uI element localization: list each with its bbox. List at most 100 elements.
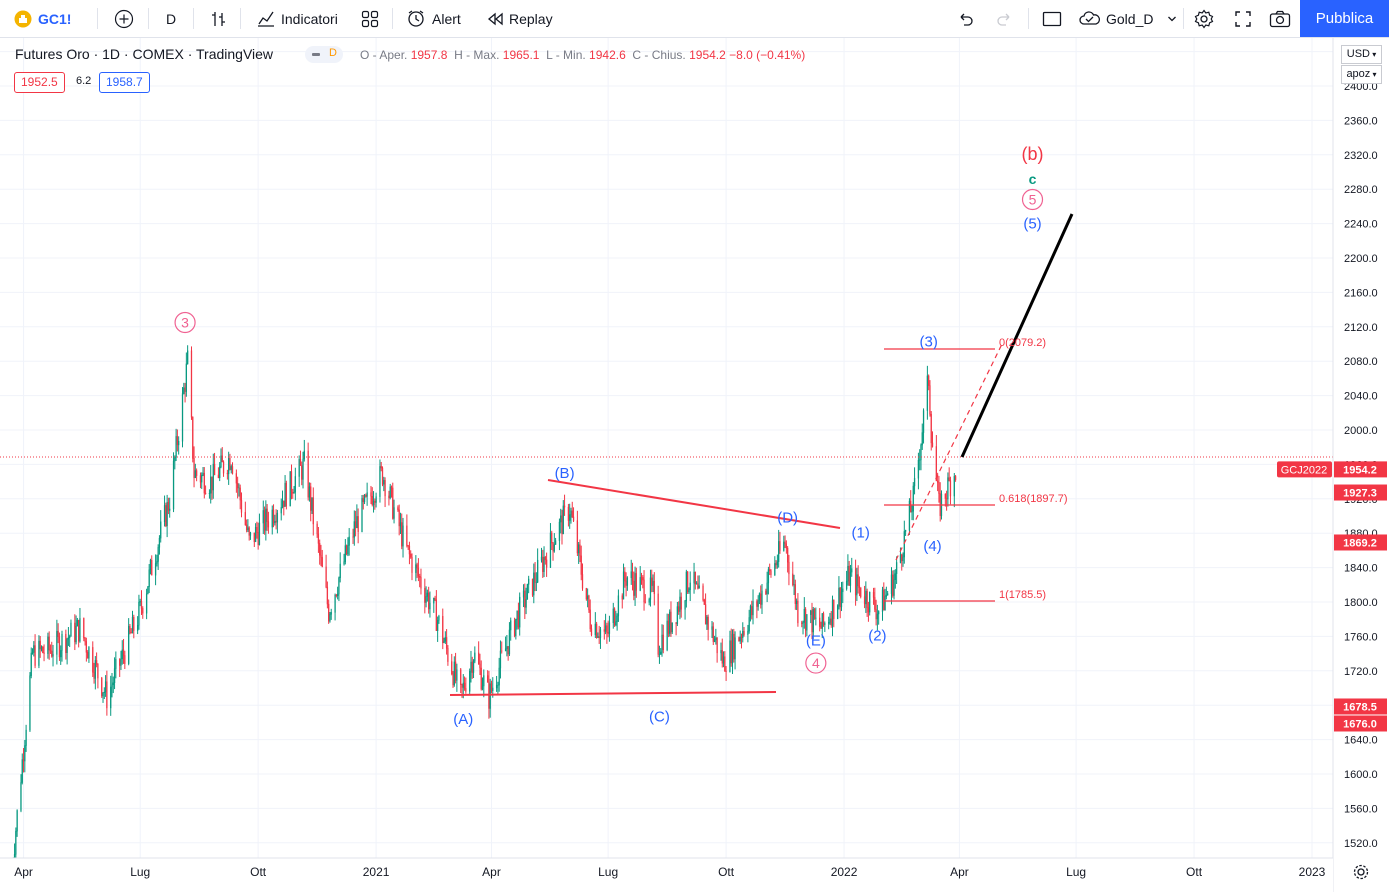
wave-label[interactable]: (B) bbox=[555, 465, 575, 482]
price-tag[interactable] bbox=[1334, 715, 1387, 732]
wave-label[interactable]: (C) bbox=[649, 708, 670, 725]
wave-label-circle[interactable] bbox=[174, 311, 196, 334]
gear-icon[interactable] bbox=[1353, 864, 1369, 880]
price-tick-label: 2000.0 bbox=[1344, 425, 1378, 437]
wave-label[interactable]: (2) bbox=[868, 628, 886, 645]
undo-icon bbox=[957, 10, 975, 28]
publish-button[interactable]: Pubblica bbox=[1300, 0, 1389, 37]
time-tick-label: Lug bbox=[598, 865, 618, 879]
wave-label[interactable]: (5) bbox=[1023, 216, 1041, 233]
camera-icon bbox=[1269, 10, 1291, 28]
symbol-tag[interactable] bbox=[1277, 461, 1332, 478]
price-tag-label: 1927.3 bbox=[1343, 488, 1377, 500]
high-label: H - Max. bbox=[454, 48, 500, 62]
sell-price-box[interactable]: 1952.5 bbox=[14, 72, 65, 93]
snapshot-button[interactable] bbox=[1269, 0, 1291, 37]
time-tick-label: Apr bbox=[482, 865, 501, 879]
wave-label-circle[interactable] bbox=[805, 652, 827, 674]
symbol-tag-label: GCJ2022 bbox=[1281, 464, 1327, 476]
chart-legend-title[interactable]: Futures Oro · 1D · COMEX · TradingView bbox=[15, 46, 274, 62]
layout-icon bbox=[1042, 9, 1062, 29]
wave-label[interactable]: c bbox=[1029, 171, 1037, 187]
price-tag-label: 1869.2 bbox=[1343, 537, 1377, 549]
scale-mode-select[interactable]: apoz ▾ bbox=[1341, 65, 1382, 84]
price-tick-label: 2120.0 bbox=[1344, 322, 1378, 334]
price-tag[interactable] bbox=[1334, 484, 1387, 501]
wave-label[interactable]: 4 bbox=[812, 655, 820, 671]
low-label: L - Min. bbox=[546, 48, 586, 62]
redo-button[interactable] bbox=[995, 0, 1013, 37]
price-tick-label: 2360.0 bbox=[1344, 115, 1378, 127]
alert-button[interactable]: Alert bbox=[406, 0, 461, 37]
undo-button[interactable] bbox=[957, 0, 975, 37]
replay-button[interactable]: Replay bbox=[486, 0, 553, 37]
plot-background[interactable] bbox=[0, 38, 1333, 858]
compare-button[interactable] bbox=[114, 0, 134, 37]
divider bbox=[193, 8, 194, 29]
fib-label[interactable]: 1(1785.5) bbox=[999, 589, 1046, 601]
wave-label[interactable]: (4) bbox=[923, 538, 941, 555]
settings-button[interactable] bbox=[1194, 0, 1214, 37]
price-tag[interactable] bbox=[1334, 461, 1387, 478]
scale-mode-label: apoz bbox=[1346, 68, 1371, 80]
price-tag[interactable] bbox=[1334, 698, 1387, 715]
currency-label: USD bbox=[1346, 48, 1370, 60]
indicators-button[interactable]: Indicatori bbox=[256, 0, 338, 37]
price-tick-label: 1720.0 bbox=[1344, 666, 1378, 678]
divider bbox=[148, 8, 149, 29]
time-tick-label: 2021 bbox=[363, 865, 390, 879]
price-tick-label: 2040.0 bbox=[1344, 391, 1378, 403]
time-tick-label: Ott bbox=[250, 865, 267, 879]
price-tick-label: 1800.0 bbox=[1344, 597, 1378, 609]
chevron-down-icon bbox=[1167, 14, 1177, 24]
price-tick-label: 1600.0 bbox=[1344, 769, 1378, 781]
layout-name-button[interactable]: Gold_D bbox=[1078, 0, 1177, 37]
divider bbox=[97, 8, 98, 29]
currency-select[interactable]: USD ▾ bbox=[1341, 45, 1382, 64]
price-tag-label: 1678.5 bbox=[1343, 701, 1377, 713]
fib-label[interactable]: 0.618(1897.7) bbox=[999, 493, 1068, 505]
indicators-label: Indicatori bbox=[281, 10, 338, 27]
wave-label-circle[interactable] bbox=[1021, 188, 1044, 211]
wave-label[interactable]: (A) bbox=[453, 711, 473, 728]
chart-grid bbox=[0, 38, 1333, 858]
chevron-down-icon: ▾ bbox=[1369, 50, 1377, 59]
legend-badge[interactable]: D bbox=[305, 46, 343, 63]
gear-icon-teeth bbox=[1353, 864, 1369, 880]
buy-price-box[interactable]: 1958.7 bbox=[99, 72, 150, 93]
price-tag[interactable] bbox=[1334, 534, 1387, 551]
fullscreen-button[interactable] bbox=[1234, 0, 1252, 37]
wave-label[interactable]: (3) bbox=[919, 333, 937, 350]
templates-button[interactable] bbox=[361, 0, 379, 37]
fib-trend-dashed[interactable] bbox=[895, 341, 1004, 561]
chart-canvas[interactable]: 0(2079.2) 0.618(1897.7) 1(1785.5) (A) (B) (C… bbox=[0, 38, 1389, 892]
wave-label[interactable]: (E) bbox=[806, 633, 826, 650]
wave-labels: (A) (B) (C) (D) (E) (1) (2) (3) (4) (5) 3 4 5 c (b) bbox=[174, 144, 1044, 728]
templates-icon bbox=[361, 10, 379, 28]
symbol-search-button[interactable]: GC1! bbox=[14, 0, 71, 37]
time-tick-label: Apr bbox=[950, 865, 969, 879]
open-label: O - Aper. bbox=[360, 48, 408, 62]
symbol-label: GC1! bbox=[38, 10, 72, 27]
price-tick-label: 2400.0 bbox=[1344, 81, 1378, 93]
chart-style-button[interactable] bbox=[210, 0, 228, 37]
wave-label[interactable]: (b) bbox=[1022, 144, 1044, 164]
redo-icon bbox=[995, 10, 1013, 28]
price-tag-label: 1954.2 bbox=[1343, 464, 1377, 476]
wave-label[interactable]: (D) bbox=[777, 510, 798, 527]
projection-arrow-line[interactable] bbox=[960, 213, 1074, 458]
layout-button[interactable] bbox=[1042, 0, 1062, 37]
triangle-lower-trendline[interactable] bbox=[449, 691, 777, 696]
triangle-upper-trendline[interactable] bbox=[547, 479, 841, 529]
time-axis-background[interactable] bbox=[0, 858, 1333, 892]
wave-label[interactable]: 3 bbox=[181, 315, 189, 331]
ohlc-readout: O - Aper. 1957.8 H - Max. 1965.1 L - Min… bbox=[360, 48, 805, 62]
wave-label[interactable]: (1) bbox=[852, 524, 870, 541]
close-value: 1954.2 bbox=[689, 48, 726, 62]
interval-button[interactable]: D bbox=[166, 0, 176, 37]
fib-label[interactable]: 0(2079.2) bbox=[999, 337, 1046, 349]
gear-icon-hub bbox=[1357, 868, 1365, 876]
price-tick-label: 2080.0 bbox=[1344, 356, 1378, 368]
wave-label[interactable]: 5 bbox=[1029, 192, 1037, 208]
cloud-icon bbox=[1078, 10, 1102, 28]
